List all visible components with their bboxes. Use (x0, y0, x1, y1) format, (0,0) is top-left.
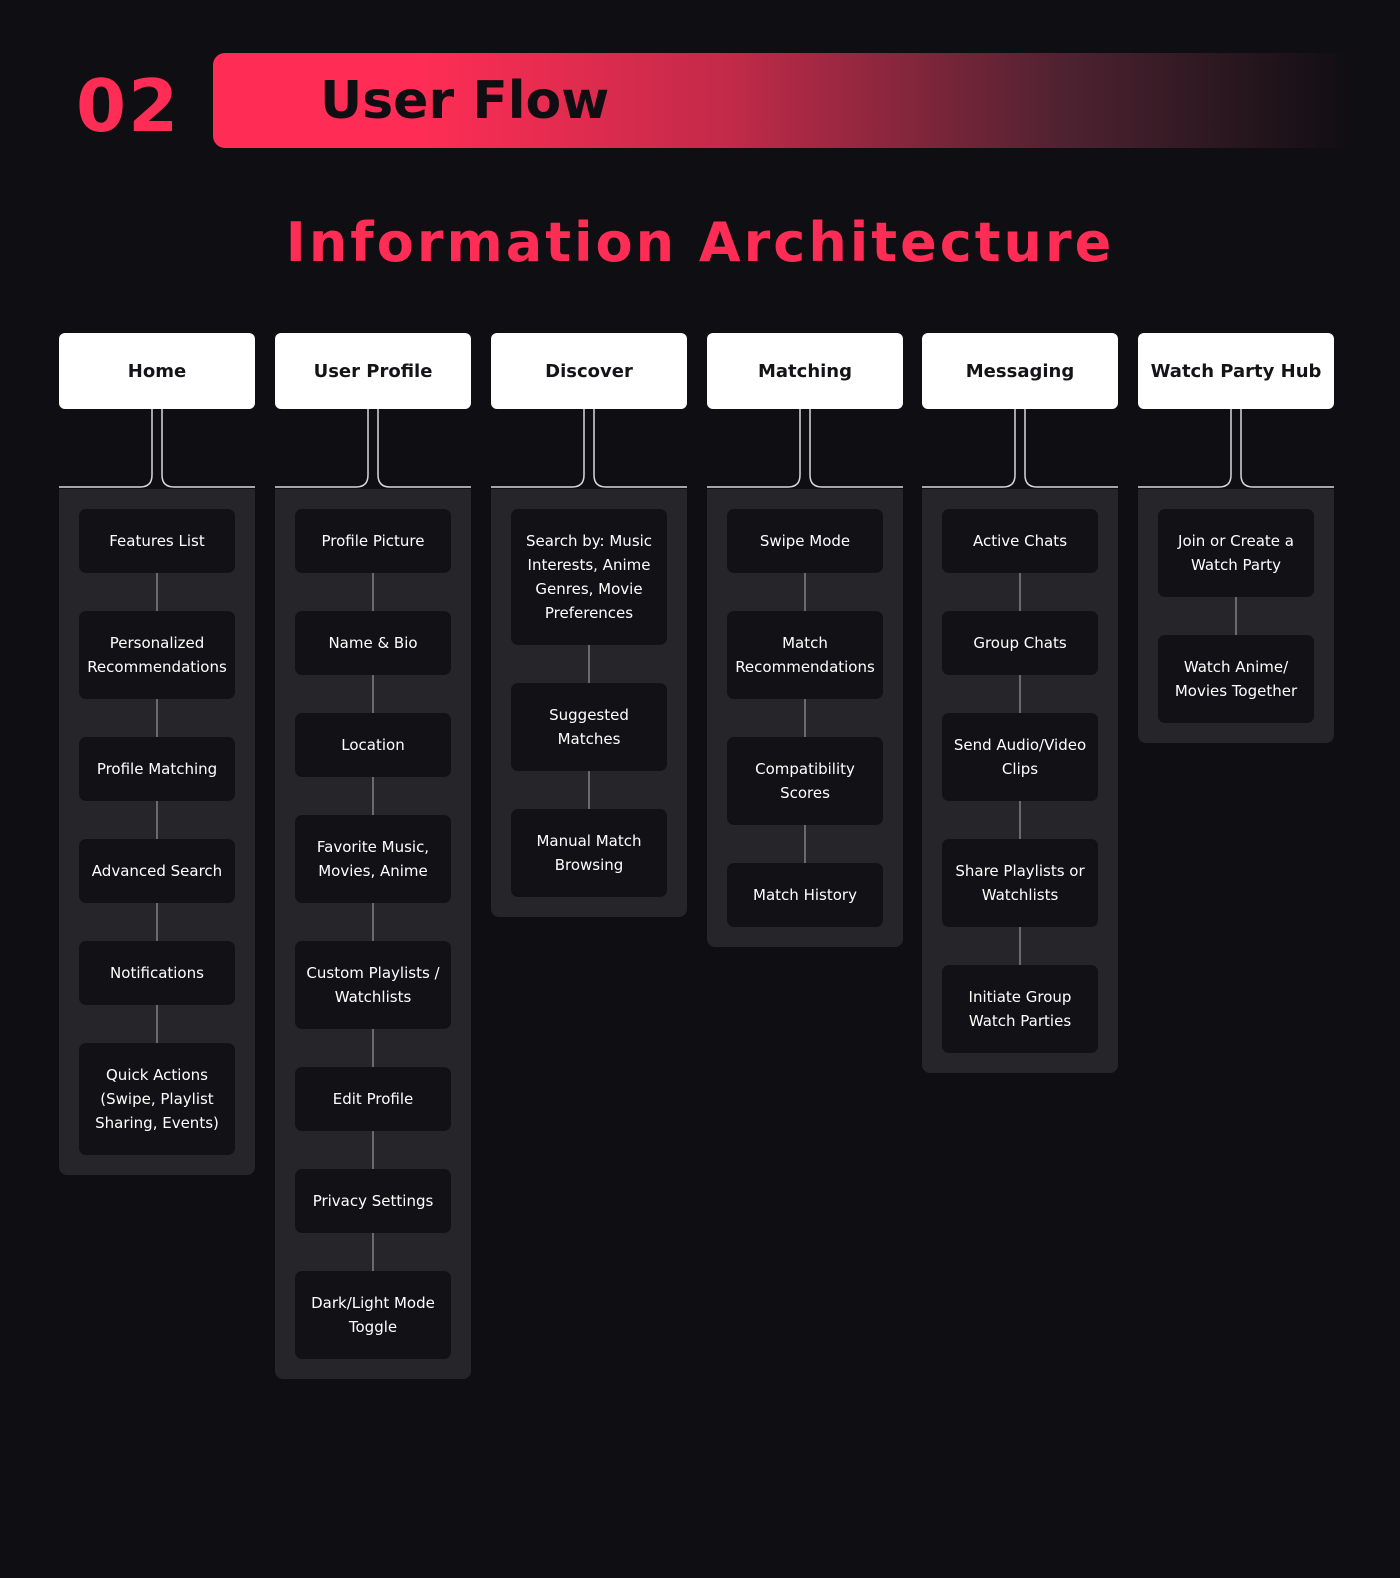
item-connector-line (372, 1029, 374, 1067)
header-connector (1138, 409, 1334, 488)
ia-node: Watch Anime/ Movies Together (1158, 635, 1314, 723)
header-connector (59, 409, 255, 488)
column-panel: Features List Personalized Recommendation… (59, 489, 255, 1175)
ia-node: Send Audio/Video Clips (942, 713, 1098, 801)
item-connector-line (588, 771, 590, 809)
column-discover: Discover Search by: Music Interests, Anim… (491, 333, 687, 917)
ia-node: Advanced Search (79, 839, 235, 903)
item-connector-line (372, 777, 374, 815)
ia-node: Group Chats (942, 611, 1098, 675)
header-connector (275, 409, 471, 488)
column-panel: Search by: Music Interests, Anime Genres… (491, 489, 687, 917)
column-header: Home (59, 333, 255, 409)
ia-node: Swipe Mode (727, 509, 883, 573)
item-connector-line (156, 1005, 158, 1043)
ia-node: Initiate Group Watch Parties (942, 965, 1098, 1053)
item-connector-line (804, 825, 806, 863)
ia-node: Match History (727, 863, 883, 927)
header-connector (922, 409, 1118, 488)
column-panel: Profile Picture Name & Bio Location Favorit… (275, 489, 471, 1379)
item-connector-line (804, 573, 806, 611)
column-panel: Swipe Mode Match Recommendations Compatibi… (707, 489, 903, 947)
ia-node: Dark/Light Mode Toggle (295, 1271, 451, 1359)
item-connector-line (156, 573, 158, 611)
ia-node: Profile Matching (79, 737, 235, 801)
ia-node: Privacy Settings (295, 1169, 451, 1233)
column-messaging: Messaging Active Chats Group Chats Send Aud… (922, 333, 1118, 1073)
item-connector-line (156, 903, 158, 941)
column-header: User Profile (275, 333, 471, 409)
ia-node: Personalized Recommendations (79, 611, 235, 699)
section-title: User Flow (320, 71, 610, 131)
ia-node: Manual Match Browsing (511, 809, 667, 897)
item-connector-line (372, 903, 374, 941)
ia-node: Name & Bio (295, 611, 451, 675)
column-matching: Matching Swipe Mode Match Recommendations C… (707, 333, 903, 947)
ia-node: Edit Profile (295, 1067, 451, 1131)
column-panel: Active Chats Group Chats Send Audio/Video … (922, 489, 1118, 1073)
column-header: Messaging (922, 333, 1118, 409)
ia-node: Suggested Matches (511, 683, 667, 771)
ia-node: Quick Actions (Swipe, Playlist Sharing, … (79, 1043, 235, 1155)
column-user-profile: User Profile Profile Picture Name & Bio Loc… (275, 333, 471, 1379)
header-connector (491, 409, 687, 488)
ia-node: Join or Create a Watch Party (1158, 509, 1314, 597)
column-header: Discover (491, 333, 687, 409)
ia-node: Search by: Music Interests, Anime Genres… (511, 509, 667, 645)
column-home: Home Features List Personalized Recommenda… (59, 333, 255, 1175)
ia-node: Location (295, 713, 451, 777)
ia-node: Share Playlists or Watchlists (942, 839, 1098, 927)
item-connector-line (1019, 801, 1021, 839)
ia-node: Active Chats (942, 509, 1098, 573)
item-connector-line (1019, 573, 1021, 611)
column-header: Matching (707, 333, 903, 409)
item-connector-line (1235, 597, 1237, 635)
column-panel: Join or Create a Watch Party Watch Anime/… (1138, 489, 1334, 743)
item-connector-line (804, 699, 806, 737)
item-connector-line (588, 645, 590, 683)
item-connector-line (1019, 675, 1021, 713)
ia-node: Notifications (79, 941, 235, 1005)
section-number: 02 (76, 64, 181, 148)
ia-node: Custom Playlists / Watchlists (295, 941, 451, 1029)
column-watch-party-hub: Watch Party Hub Join or Create a Watch Pa… (1138, 333, 1334, 743)
item-connector-line (156, 801, 158, 839)
section-banner: User Flow (213, 53, 1353, 148)
item-connector-line (372, 1131, 374, 1169)
item-connector-line (1019, 927, 1021, 965)
ia-node: Match Recommendations (727, 611, 883, 699)
item-connector-line (372, 675, 374, 713)
header-connector (707, 409, 903, 488)
column-header: Watch Party Hub (1138, 333, 1334, 409)
item-connector-line (372, 1233, 374, 1271)
ia-node: Features List (79, 509, 235, 573)
ia-node: Profile Picture (295, 509, 451, 573)
item-connector-line (156, 699, 158, 737)
ia-node: Compatibility Scores (727, 737, 883, 825)
item-connector-line (372, 573, 374, 611)
diagram-title: Information Architecture (285, 211, 1115, 274)
ia-node: Favorite Music, Movies, Anime (295, 815, 451, 903)
